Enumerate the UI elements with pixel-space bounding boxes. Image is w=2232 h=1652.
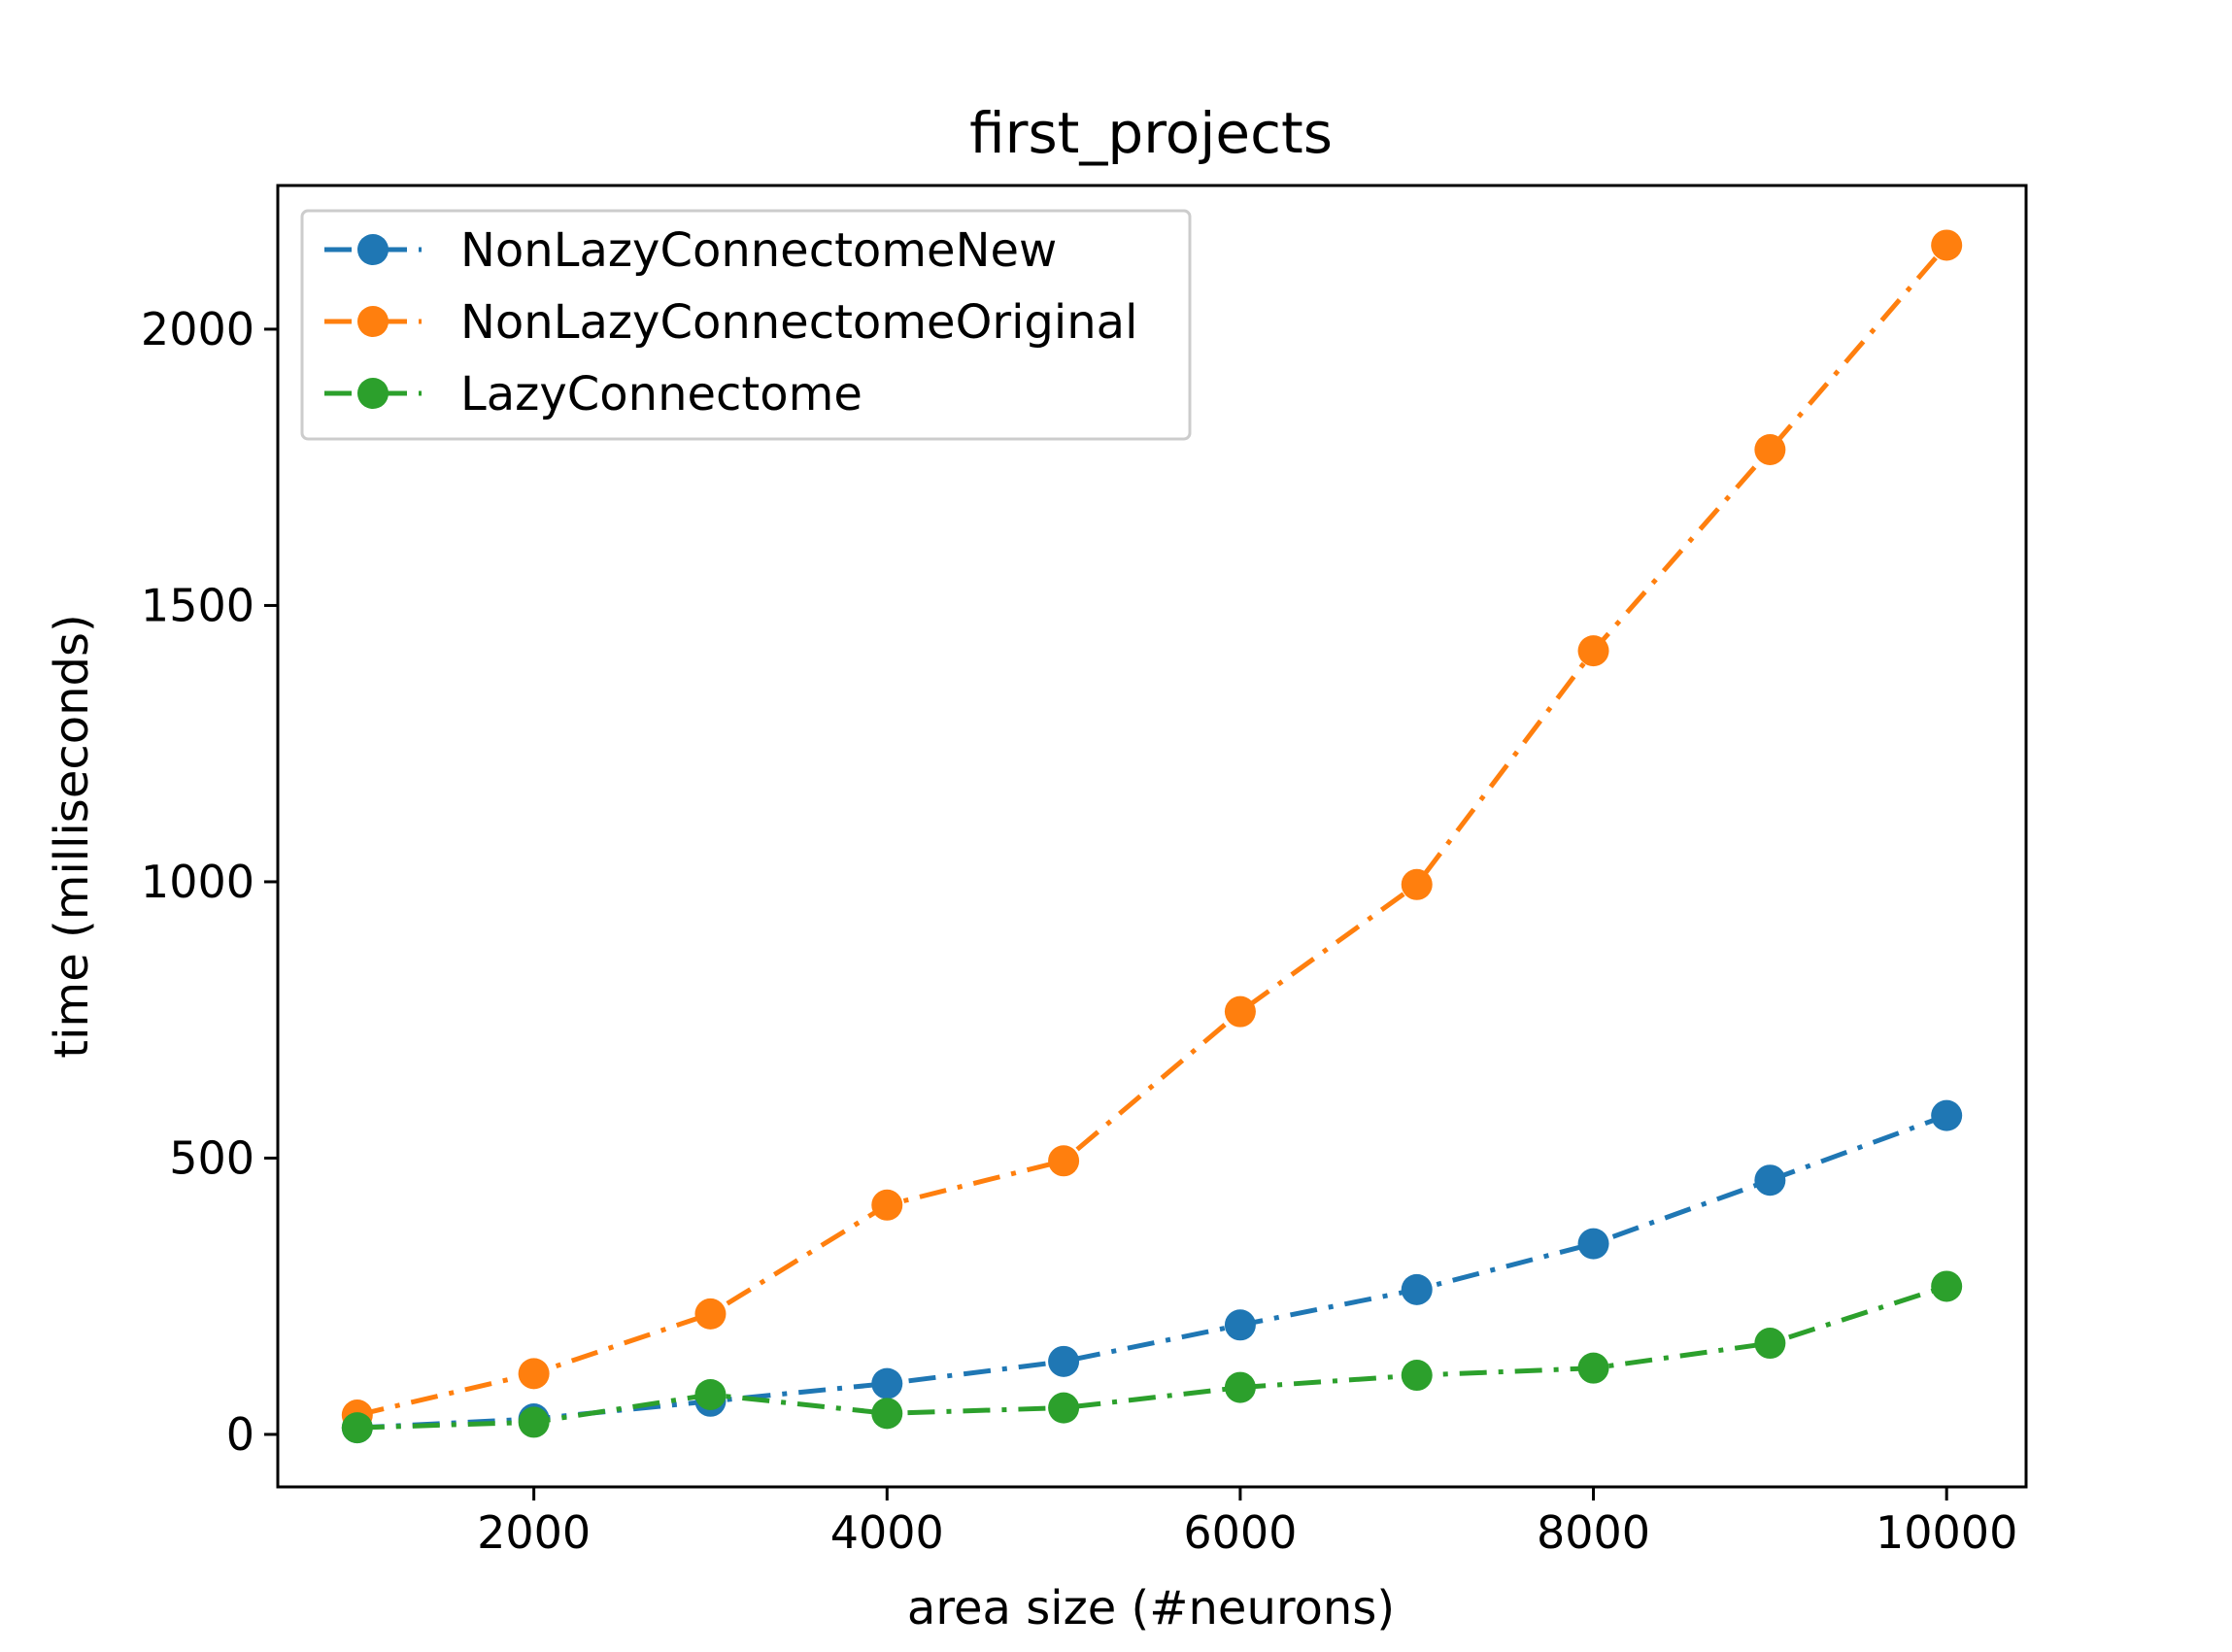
data-point bbox=[1754, 433, 1786, 465]
y-tick-label: 0 bbox=[226, 1408, 254, 1461]
legend-label: NonLazyConnectomeNew bbox=[460, 223, 1057, 278]
y-tick-label: 1500 bbox=[141, 579, 254, 631]
data-point bbox=[871, 1367, 903, 1399]
data-point bbox=[694, 1298, 727, 1330]
series-line bbox=[356, 1113, 1948, 1431]
x-tick-label: 10000 bbox=[1876, 1506, 2017, 1559]
x-axis-label: area size (#neurons) bbox=[907, 1581, 1395, 1635]
legend-label: NonLazyConnectomeOriginal bbox=[460, 295, 1137, 350]
data-point bbox=[1224, 995, 1256, 1028]
y-tick-label: 1000 bbox=[141, 856, 254, 908]
data-point bbox=[1931, 229, 1963, 261]
data-point bbox=[1401, 868, 1433, 900]
axes-frame bbox=[276, 184, 2028, 1489]
series-line bbox=[356, 243, 1949, 1418]
legend-items: NonLazyConnectomeNew NonLazyConnectomeOri… bbox=[324, 223, 1137, 421]
data-point bbox=[1048, 1345, 1080, 1377]
data-point bbox=[1931, 1099, 1963, 1131]
y-tick-label: 2000 bbox=[141, 303, 254, 355]
x-tick-label: 4000 bbox=[830, 1506, 944, 1559]
y-tick-label: 500 bbox=[169, 1131, 254, 1184]
x-axis-ticks: 2000 4000 6000 8000 10000 bbox=[477, 1487, 2017, 1559]
data-point bbox=[1931, 1270, 1963, 1302]
y-axis-label: time (milliseconds) bbox=[45, 614, 99, 1058]
legend-label: LazyConnectome bbox=[460, 367, 862, 421]
data-point bbox=[1048, 1392, 1080, 1424]
y-axis-ticks: 0 500 1000 1500 2000 bbox=[141, 303, 278, 1461]
data-point bbox=[1224, 1309, 1256, 1341]
data-point bbox=[1401, 1273, 1433, 1305]
legend: NonLazyConnectomeNew NonLazyConnectomeOri… bbox=[300, 209, 1192, 441]
data-point bbox=[1224, 1371, 1256, 1403]
series-layer bbox=[341, 229, 1963, 1444]
data-point bbox=[1048, 1145, 1080, 1177]
series-line bbox=[356, 1284, 1947, 1431]
data-point bbox=[694, 1378, 727, 1410]
chart-title: first_projects bbox=[969, 100, 1333, 166]
x-tick-label: 2000 bbox=[477, 1506, 591, 1559]
data-point bbox=[1577, 1228, 1609, 1260]
data-point bbox=[518, 1358, 550, 1390]
legend-marker bbox=[357, 306, 389, 337]
plot-area bbox=[276, 184, 2028, 1489]
legend-item: LazyConnectome bbox=[324, 367, 862, 421]
x-tick-label: 6000 bbox=[1183, 1506, 1297, 1559]
legend-box bbox=[300, 209, 1192, 441]
data-point bbox=[518, 1406, 550, 1438]
data-point bbox=[1577, 635, 1609, 667]
data-point bbox=[1401, 1360, 1433, 1392]
data-point bbox=[871, 1398, 903, 1430]
series-LazyConnectome bbox=[341, 1270, 1963, 1444]
data-point bbox=[341, 1412, 373, 1444]
legend-marker bbox=[357, 234, 389, 265]
x-tick-label: 8000 bbox=[1537, 1506, 1650, 1559]
legend-item: NonLazyConnectomeOriginal bbox=[324, 295, 1137, 350]
data-point bbox=[1577, 1352, 1609, 1384]
data-point bbox=[1754, 1328, 1786, 1360]
legend-item: NonLazyConnectomeNew bbox=[324, 223, 1057, 278]
data-point bbox=[1754, 1164, 1786, 1197]
legend-marker bbox=[357, 378, 389, 409]
data-point bbox=[871, 1189, 903, 1221]
